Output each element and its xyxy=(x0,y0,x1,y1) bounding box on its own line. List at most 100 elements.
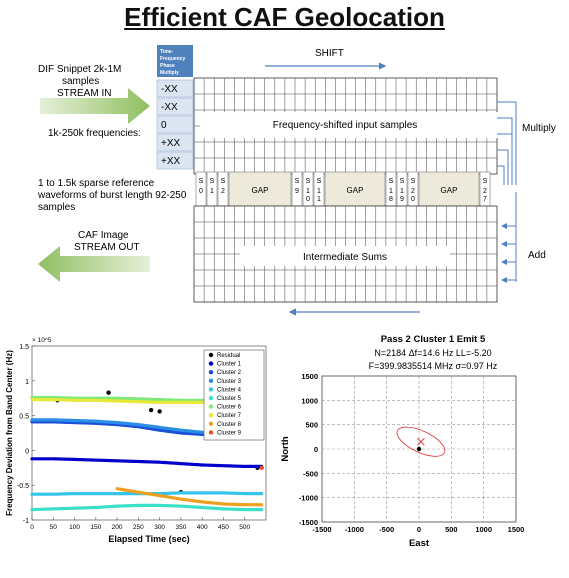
sparse-cell-top: S xyxy=(306,178,311,185)
chart2-ytick-label: 1500 xyxy=(301,372,318,381)
chart1-ytick-label: 1 xyxy=(25,379,29,386)
tfpm-line-4: Multiply xyxy=(160,70,179,76)
caf-line-2: STREAM OUT xyxy=(74,242,140,253)
offset-cell xyxy=(156,133,194,152)
offset-label: +XX xyxy=(161,156,181,167)
page-title: Efficient CAF Geolocation xyxy=(124,2,445,32)
chart1-series-band xyxy=(115,487,264,507)
sparse-cell-top: S xyxy=(317,178,322,185)
chart1-legend-marker xyxy=(208,387,214,392)
gap-block xyxy=(228,171,292,207)
geolocation-chart: Pass 2 Cluster 1 Emit 5 N=2184 Δf=14.6 Hz… xyxy=(280,334,524,549)
sparse-cell-bottom: 1 xyxy=(306,188,310,195)
tfpm-line-3: Phase xyxy=(160,63,175,69)
chart2-estimate-mark xyxy=(417,437,425,446)
sparse-cell-bottom: 0 xyxy=(199,188,203,195)
chart1-series-band xyxy=(30,457,264,468)
caf-image-label: CAF Image STREAM OUT xyxy=(74,230,140,253)
sparse-cell-top: S xyxy=(389,178,394,185)
offset-label: +XX xyxy=(161,138,181,149)
chart1-legend-label: Cluster 6 xyxy=(217,405,242,411)
sparse-cell-bottom: 0 xyxy=(306,196,310,203)
sparse-cell-top: S xyxy=(400,178,405,185)
chart1-point xyxy=(157,409,162,414)
dif-line-3: STREAM IN xyxy=(57,88,111,99)
chart1-ytick-label: 0.5 xyxy=(19,414,29,421)
multiply-bracket xyxy=(497,101,517,185)
chart1-series-band xyxy=(30,503,264,512)
chart2-xtick-label: 1000 xyxy=(475,525,492,534)
chart1-legend-label: Cluster 1 xyxy=(217,362,242,368)
chart2-xtick-label: -1000 xyxy=(345,525,364,534)
sparse-ref-label: 1 to 1.5k sparse reference waveforms of … xyxy=(37,178,187,213)
chart1-legend-marker xyxy=(208,430,214,435)
offset-cell xyxy=(156,97,194,116)
chart1-legend-marker xyxy=(208,352,214,358)
sparse-cell-bottom: 9 xyxy=(400,196,404,203)
sparse-cell-bottom: 1 xyxy=(400,188,404,195)
chart1-xtick-label: 250 xyxy=(133,524,144,531)
sparse-cell-top: S xyxy=(199,178,204,185)
chart1-legend-label: Cluster 5 xyxy=(217,396,242,402)
chart2-ytick-label: -1000 xyxy=(299,494,318,503)
chart1-point xyxy=(259,465,264,470)
sparse-cell-bottom: 1 xyxy=(210,188,214,195)
chart1-xtick-label: 100 xyxy=(69,524,80,531)
chart1-point xyxy=(148,407,154,413)
chart1-legend-marker xyxy=(208,421,214,426)
sparse-cell-top: S xyxy=(210,178,215,185)
sparse-cell-bottom: 2 xyxy=(411,188,415,195)
chart2-ytick-label: 1000 xyxy=(301,396,318,405)
chart1-xtick-label: 350 xyxy=(175,524,186,531)
dif-line-2: samples xyxy=(62,76,99,87)
chart2-ylabel: North xyxy=(280,436,291,462)
shift-label: SHIFT xyxy=(315,48,344,59)
chart1-legend-label: Cluster 2 xyxy=(217,370,242,376)
sparse-cell-bottom: 1 xyxy=(317,188,321,195)
chart1-ytick-label: 0 xyxy=(25,448,29,455)
chart2-xtick-label: -500 xyxy=(379,525,394,534)
chart1-xtick-label: 500 xyxy=(239,524,250,531)
offset-label: -XX xyxy=(161,84,178,95)
chart1-series xyxy=(30,457,264,468)
stream-in-arrow xyxy=(40,88,150,124)
intermediate-label: Intermediate Sums xyxy=(303,252,387,263)
chart2-xtick-label: -1500 xyxy=(312,525,331,534)
add-label: Add xyxy=(528,250,546,261)
frequency-deviation-chart: 1.510.50-0.5-10 50 100 150 200 250 300 350 400 45… xyxy=(5,337,267,544)
offset-cell xyxy=(156,151,194,170)
multiply-label: Multiply xyxy=(522,123,556,134)
caf-line-1: CAF Image xyxy=(78,230,129,241)
chart2-ytick-label: 500 xyxy=(305,421,318,430)
chart1-legend-marker xyxy=(208,404,214,409)
chart1-xtick-label: 0 xyxy=(30,524,34,531)
chart1-y-multiplier: × 10^5 xyxy=(32,337,52,344)
chart1-xtick-label: 150 xyxy=(90,524,101,531)
chart1-series xyxy=(115,487,264,507)
chart1-xtick-label: 300 xyxy=(154,524,165,531)
chart1-legend-marker xyxy=(208,413,214,418)
sparse-cell-top: S xyxy=(483,178,488,185)
chart2-xtick-label: 1500 xyxy=(508,525,525,534)
chart2-truth-point xyxy=(416,446,422,452)
chart1-ytick-label: -1 xyxy=(23,518,29,525)
add-arrows xyxy=(501,192,517,283)
chart1-xtick-label: 50 xyxy=(50,524,58,531)
sparse-cell-bottom: 9 xyxy=(295,188,299,195)
sparse-cell-top: S xyxy=(221,178,226,185)
offset-cell xyxy=(156,115,194,134)
intermediate-label-bg xyxy=(240,246,450,266)
gap-label: GAP xyxy=(252,186,269,195)
dif-line-1: DIF Snippet 2k-1M xyxy=(38,64,121,75)
sparse-line-2: waveforms of burst length 92-250 xyxy=(37,190,187,201)
sparse-cell-bottom: 1 xyxy=(317,196,321,203)
tfpm-line-2: Frequency xyxy=(160,56,186,62)
chart2-ytick-label: 0 xyxy=(314,445,318,454)
sparse-cell-bottom: 1 xyxy=(389,188,393,195)
offset-cell xyxy=(156,79,194,98)
gap-block xyxy=(418,171,480,207)
chart1-legend xyxy=(203,349,265,441)
chart1-legend-label: Cluster 8 xyxy=(217,422,242,428)
